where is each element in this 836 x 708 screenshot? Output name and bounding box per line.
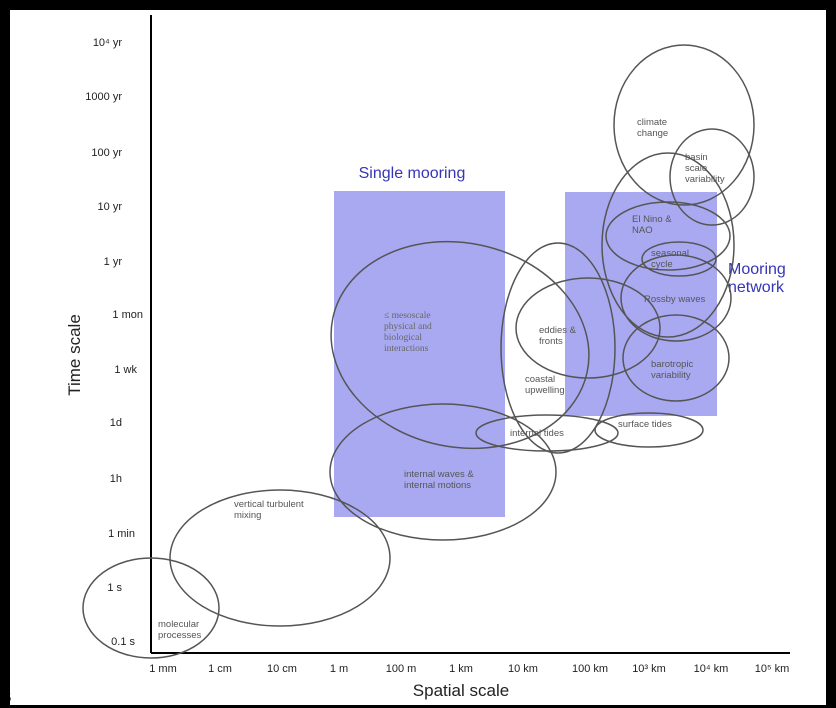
rossby-waves-label: Rossby waves [644,294,705,305]
mooring-network-label-line: network [728,279,785,296]
basin-scale-label: basin scale variability [685,152,725,185]
large-scale-ellipse [601,152,735,338]
internal-tides-label: internal tides [510,428,564,439]
surface-tides-ellipse [594,412,704,448]
eddies-fronts-label: eddies & fronts [539,325,579,347]
single-mooring-label-line: Single mooring [359,165,466,182]
rossby-waves-ellipse [620,254,732,342]
barotropic-ellipse [622,314,730,402]
mooring-network-label: Mooring network [728,261,790,296]
mooring-network-label-line: Mooring [728,261,786,278]
vertical-mixing-ellipse [169,489,391,627]
mesoscale-ellipse [330,240,590,450]
y-tick-label: 100 yr [91,147,122,159]
y-tick-label: 1 min [108,528,135,540]
x-tick-label: 10 cm [267,663,297,675]
eddies-fronts-ellipse [515,277,661,379]
y-axis-title: Time scale [65,314,84,396]
y-tick-labels: 10⁴ yr 1000 yr 100 yr 10 yr 1 yr 1 mon 1… [85,37,143,648]
x-axis-title: Spatial scale [413,681,509,700]
x-tick-label: 1 cm [208,663,232,675]
seasonal-cycle-label: seasonal cycle [651,248,692,270]
y-tick-label: 10 yr [98,201,123,213]
x-tick-label: 10³ km [632,663,666,675]
y-tick-label: 0.1 s [111,636,135,648]
y-tick-label: 1 yr [104,256,123,268]
surface-tides-label: surface tides [618,419,672,430]
y-tick-label: 1 mon [112,309,143,321]
single-mooring-box [334,191,505,517]
phenomena-ellipses [82,44,755,659]
x-tick-label: 1 km [449,663,473,675]
x-tick-labels: 1 mm 1 cm 10 cm 1 m 100 m 1 km 10 km 100… [149,663,789,675]
y-tick-label: 1000 yr [85,91,122,103]
climate-change-label: climate change [637,117,670,139]
footer-mark: 5 [10,690,11,705]
x-tick-label: 10 km [508,663,538,675]
coastal-upwelling-ellipse [500,242,616,454]
y-tick-label: 1 s [107,582,122,594]
internal-waves-ellipse [329,403,557,541]
single-mooring-label: Single mooring [359,165,466,182]
internal-tides-ellipse [475,414,619,452]
x-tick-label: 100 m [386,663,417,675]
molecular-processes-ellipse [82,557,220,659]
scale-diagram: 10⁴ yr 1000 yr 100 yr 10 yr 1 yr 1 mon 1… [10,15,790,705]
el-nino-ellipse [605,201,731,271]
x-tick-label: 10⁵ km [755,663,790,675]
coastal-upwelling-label: coastal upwelling [525,374,565,396]
y-tick-label: 1h [110,473,122,485]
barotropic-label: barotropic variability [651,359,696,381]
x-tick-label: 100 km [572,663,608,675]
molecular-processes-label: molecular processes [158,619,202,641]
y-tick-label: 1d [110,417,122,429]
figure-frame: 10⁴ yr 1000 yr 100 yr 10 yr 1 yr 1 mon 1… [10,10,826,705]
mesoscale-label: ≤ mesoscale physical and biological inte… [384,311,434,354]
el-nino-label: El Nino & NAO [632,214,674,236]
climate-change-ellipse [613,44,755,206]
y-tick-label: 10⁴ yr [93,37,123,49]
basin-scale-ellipse [669,128,755,226]
vertical-mixing-label: vertical turbulent mixing [234,499,306,521]
y-tick-label: 1 wk [114,364,137,376]
internal-waves-label: internal waves & internal motions [404,469,476,491]
seasonal-cycle-ellipse [641,241,717,277]
phenomena-labels: molecular processes vertical turbulent m… [158,117,725,641]
x-tick-label: 1 mm [149,663,177,675]
x-tick-label: 10⁴ km [694,663,729,675]
x-tick-label: 1 m [330,663,348,675]
